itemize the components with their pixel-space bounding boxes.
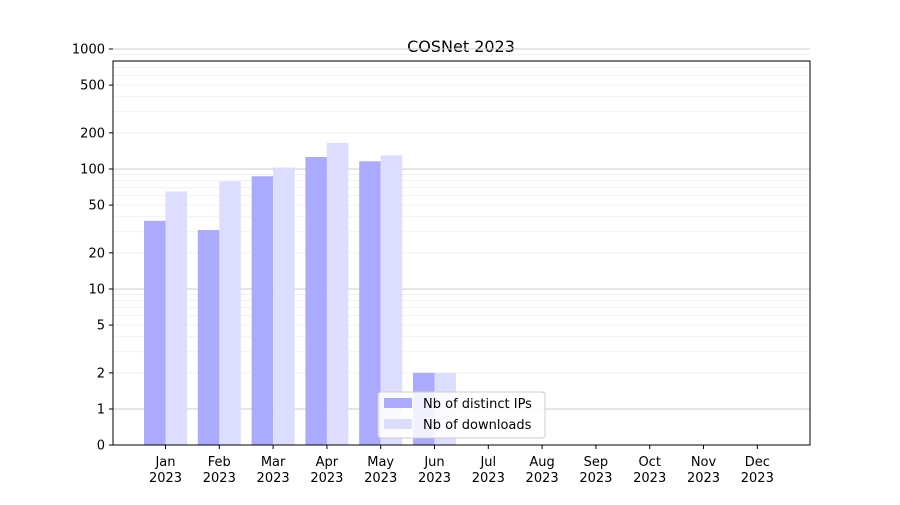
x-tick-label-year: 2023 bbox=[364, 471, 397, 486]
legend-box bbox=[377, 391, 546, 439]
x-tick-label-month: Jul bbox=[479, 455, 496, 470]
bar-distinct-ips bbox=[359, 161, 381, 445]
chart-title: COSNet 2023 bbox=[407, 37, 515, 56]
x-tick-label-year: 2023 bbox=[149, 471, 182, 486]
legend-label-ips: Nb of distinct IPs bbox=[423, 397, 532, 412]
y-tick-label: 1 bbox=[97, 403, 105, 418]
x-tick-label-year: 2023 bbox=[526, 471, 559, 486]
y-tick-label: 2 bbox=[97, 366, 105, 381]
x-tick-label-year: 2023 bbox=[418, 471, 451, 486]
bar-downloads bbox=[273, 167, 295, 445]
x-tick-label-year: 2023 bbox=[741, 471, 774, 486]
y-tick-label: 500 bbox=[80, 79, 105, 94]
x-tick-label-month: May bbox=[367, 455, 394, 470]
bar-distinct-ips bbox=[144, 220, 166, 445]
y-tick-label: 50 bbox=[88, 199, 105, 214]
x-tick-label-month: Jan bbox=[154, 455, 175, 470]
y-axis: 0 1 2 5 10 20 50 100 200 500 1000 bbox=[72, 43, 113, 454]
bar-downloads bbox=[165, 191, 187, 445]
legend-swatch-ips bbox=[384, 398, 412, 408]
y-tick-label: 10 bbox=[88, 283, 105, 298]
y-tick-label: 0 bbox=[97, 439, 105, 454]
x-tick-label-month: Sep bbox=[584, 455, 609, 470]
bar-downloads bbox=[326, 142, 349, 446]
x-tick-label-month: Jun bbox=[423, 455, 444, 470]
x-tick-label-year: 2023 bbox=[472, 471, 505, 486]
x-tick-label-month: Feb bbox=[208, 455, 231, 470]
x-tick-label-year: 2023 bbox=[257, 471, 290, 486]
x-tick-label-month: Mar bbox=[261, 455, 286, 470]
legend: Nb of distinct IPs Nb of downloads bbox=[377, 391, 546, 439]
y-tick-label: 200 bbox=[80, 126, 105, 141]
x-tick-label-year: 2023 bbox=[687, 471, 720, 486]
x-tick-label-year: 2023 bbox=[633, 471, 666, 486]
y-tick-label: 5 bbox=[97, 319, 105, 334]
x-tick-label-year: 2023 bbox=[579, 471, 612, 486]
bar-distinct-ips bbox=[305, 156, 327, 445]
bar-distinct-ips bbox=[251, 176, 274, 445]
x-tick-label-month: Apr bbox=[316, 455, 339, 470]
x-tick-label-month: Nov bbox=[691, 455, 717, 470]
x-tick-label-month: Aug bbox=[529, 455, 554, 470]
bar-downloads bbox=[380, 155, 403, 446]
x-axis: Jan2023Feb2023Mar2023Apr2023May2023Jun20… bbox=[149, 445, 774, 486]
x-tick-label-month: Oct bbox=[638, 455, 660, 470]
bar-distinct-ips bbox=[197, 230, 220, 445]
y-tick-label: 20 bbox=[88, 246, 105, 261]
y-tick-label: 1000 bbox=[72, 43, 105, 58]
legend-swatch-downloads bbox=[384, 419, 412, 429]
bar-downloads bbox=[219, 181, 241, 446]
x-tick-label-year: 2023 bbox=[310, 471, 343, 486]
x-tick-label-year: 2023 bbox=[203, 471, 236, 486]
legend-label-downloads: Nb of downloads bbox=[423, 418, 532, 433]
y-tick-label: 100 bbox=[80, 163, 105, 178]
x-tick-label-month: Dec bbox=[745, 455, 770, 470]
